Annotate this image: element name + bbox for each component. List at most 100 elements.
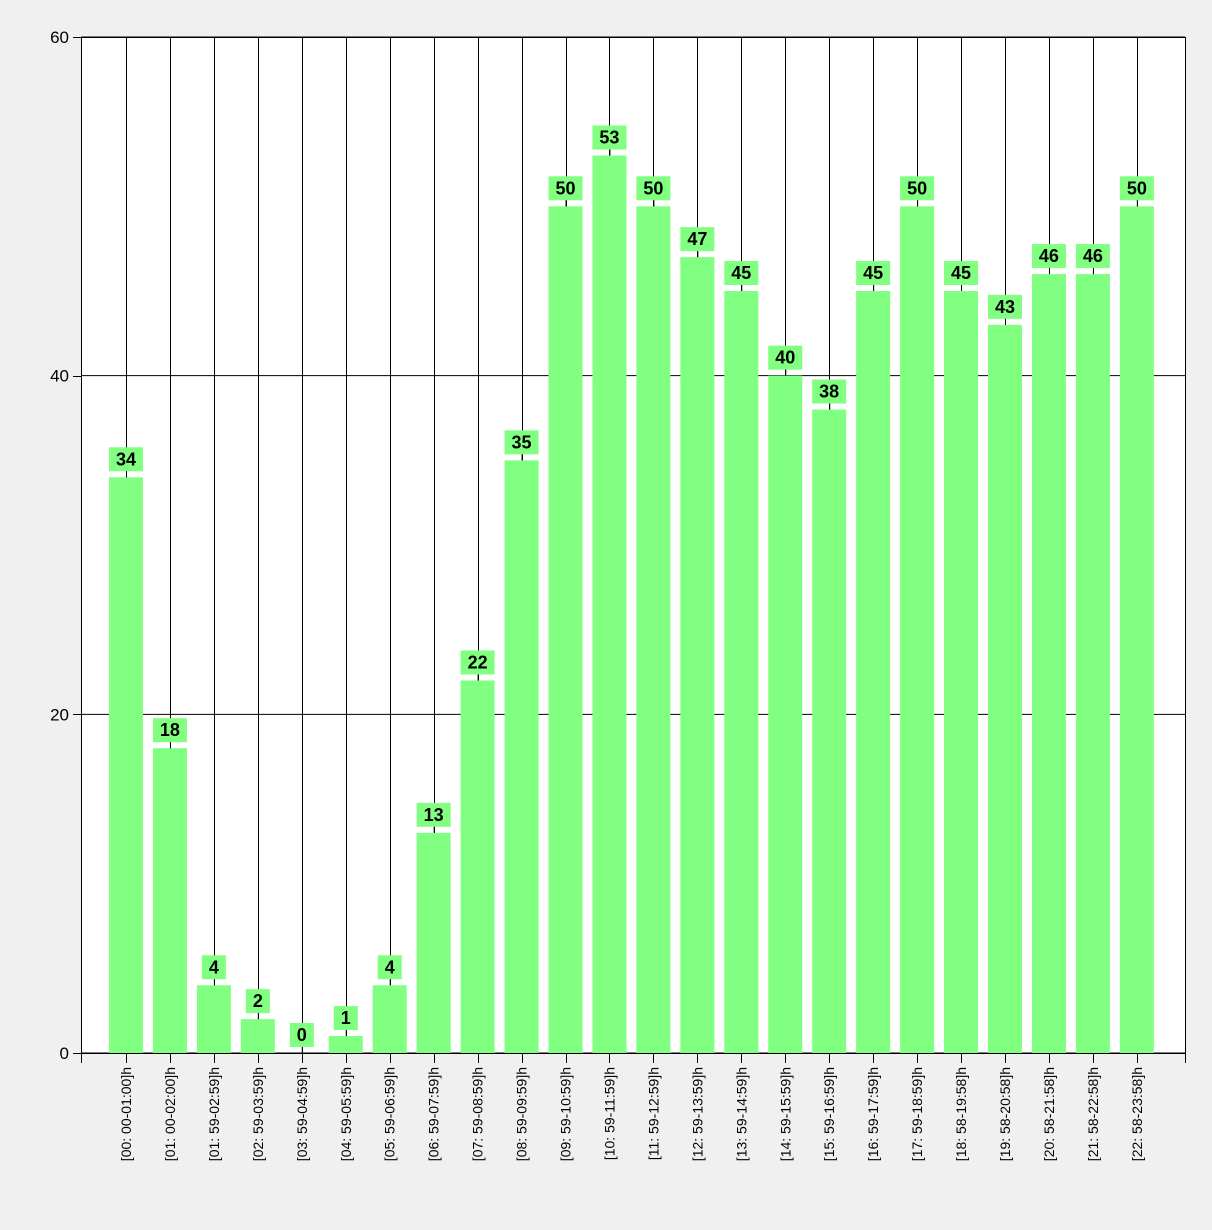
data-label: 47 <box>687 229 707 249</box>
data-label: 43 <box>995 297 1015 317</box>
data-label: 50 <box>1127 178 1147 198</box>
bar <box>988 324 1022 1053</box>
x-tick-label: [22: 58-23:58]h <box>1129 1067 1145 1161</box>
bar <box>240 1019 275 1053</box>
x-tick-label: [04: 59-05:59]h <box>338 1067 354 1161</box>
axes <box>73 37 1186 1063</box>
bar <box>1119 206 1154 1054</box>
x-tick-label: [19: 58-20:58]h <box>997 1067 1013 1161</box>
data-label-box <box>1075 244 1110 269</box>
x-tick-label: [13: 59-14:59]h <box>733 1067 749 1161</box>
bar <box>1031 274 1066 1054</box>
data-label-box <box>988 294 1022 319</box>
x-tick-label: [01: 00-02:00]h <box>162 1067 178 1161</box>
data-label: 22 <box>468 652 488 672</box>
x-tick-label: [11: 59-12:59]h <box>645 1067 661 1160</box>
data-label-box <box>1031 244 1066 269</box>
bar <box>944 291 979 1053</box>
bar <box>856 291 891 1053</box>
data-label-box <box>768 345 803 370</box>
data-label: 2 <box>253 991 263 1011</box>
data-label-box <box>416 802 451 827</box>
data-label: 45 <box>731 263 751 283</box>
bar <box>196 985 231 1053</box>
x-tick-label: [03: 59-04:59]h <box>294 1067 310 1161</box>
x-tick-label: [08: 59-09:59]h <box>514 1067 530 1161</box>
data-label: 18 <box>160 720 180 740</box>
data-label: 35 <box>512 432 532 452</box>
data-label: 0 <box>297 1025 307 1045</box>
y-tick-label: 60 <box>50 28 69 47</box>
x-tick-label: [07: 59-08:59]h <box>470 1067 486 1161</box>
bar <box>1075 274 1110 1054</box>
bar <box>724 291 759 1053</box>
data-label: 40 <box>775 348 795 368</box>
data-label: 45 <box>951 263 971 283</box>
bar <box>768 375 803 1054</box>
x-tick-label: [02: 59-03:59]h <box>250 1067 266 1161</box>
bar <box>592 155 627 1054</box>
data-label-box <box>548 176 583 201</box>
x-tick-label: [14: 59-15:59]h <box>777 1067 793 1161</box>
x-tick-label: [20: 58-21:58]h <box>1041 1067 1057 1161</box>
data-label: 50 <box>555 178 575 198</box>
data-label-box <box>944 261 979 285</box>
bar <box>636 206 671 1054</box>
data-label-box <box>900 176 935 201</box>
x-tick-label: [21: 58-22:58]h <box>1085 1067 1101 1161</box>
bar <box>152 748 187 1053</box>
y-tick-label: 20 <box>50 705 69 724</box>
data-label-box <box>152 718 187 743</box>
x-tick-label: [18: 58-19:58]h <box>953 1067 969 1161</box>
y-tick-label: 0 <box>60 1044 69 1063</box>
x-tick-label: [09: 59-10:59]h <box>558 1067 574 1161</box>
x-tick-label: [05: 59-06:59]h <box>382 1067 398 1161</box>
data-label-box <box>289 1023 314 1047</box>
bar <box>109 477 143 1053</box>
bar <box>900 206 935 1054</box>
x-tick-label: [15: 59-16:59]h <box>821 1067 837 1161</box>
bar <box>548 206 583 1054</box>
bar <box>680 257 715 1054</box>
data-label-box <box>201 955 226 980</box>
data-label-box <box>636 176 671 201</box>
data-label: 38 <box>819 382 839 402</box>
bar <box>372 985 407 1053</box>
data-label-box <box>504 430 539 455</box>
data-label-box <box>460 650 495 675</box>
data-label-box <box>1119 176 1154 201</box>
data-label-box <box>377 955 402 980</box>
x-tick-label: [01: 59-02:59]h <box>206 1067 222 1161</box>
x-tick-label: [12: 59-13:59]h <box>689 1067 705 1161</box>
x-tick-label: [16: 59-17:59]h <box>865 1067 881 1161</box>
data-label-box <box>812 379 847 404</box>
data-label: 53 <box>599 128 619 148</box>
x-tick-label: [00: 00-01:00]h <box>118 1067 134 1161</box>
data-label: 46 <box>1039 246 1059 266</box>
bars <box>109 155 1154 1054</box>
data-label: 50 <box>643 178 663 198</box>
data-label: 4 <box>209 957 219 977</box>
y-tick-label: 40 <box>50 367 69 386</box>
data-label: 4 <box>385 957 395 977</box>
x-tick-label: [17: 59-18:59]h <box>909 1067 925 1161</box>
data-label: 34 <box>116 449 136 469</box>
x-tick-label: [10: 59-11:59]h <box>601 1067 617 1160</box>
data-label-box <box>680 227 715 252</box>
data-label-box <box>856 261 891 285</box>
data-label-box <box>592 125 627 150</box>
bar <box>812 409 847 1053</box>
data-labels: 34 18 4 2 0 1 4 13 22 35 50 53 50 47 45 40 38 45 50 45 43 46 4… <box>109 125 1154 1053</box>
bar <box>460 680 495 1053</box>
data-label: 1 <box>341 1008 351 1028</box>
data-label: 13 <box>424 805 444 825</box>
bar <box>504 460 539 1053</box>
data-label: 50 <box>907 178 927 198</box>
data-label-box <box>109 447 143 472</box>
bar <box>328 1036 363 1053</box>
x-tick-label: [06: 59-07:59]h <box>426 1067 442 1161</box>
data-label: 45 <box>863 263 883 283</box>
